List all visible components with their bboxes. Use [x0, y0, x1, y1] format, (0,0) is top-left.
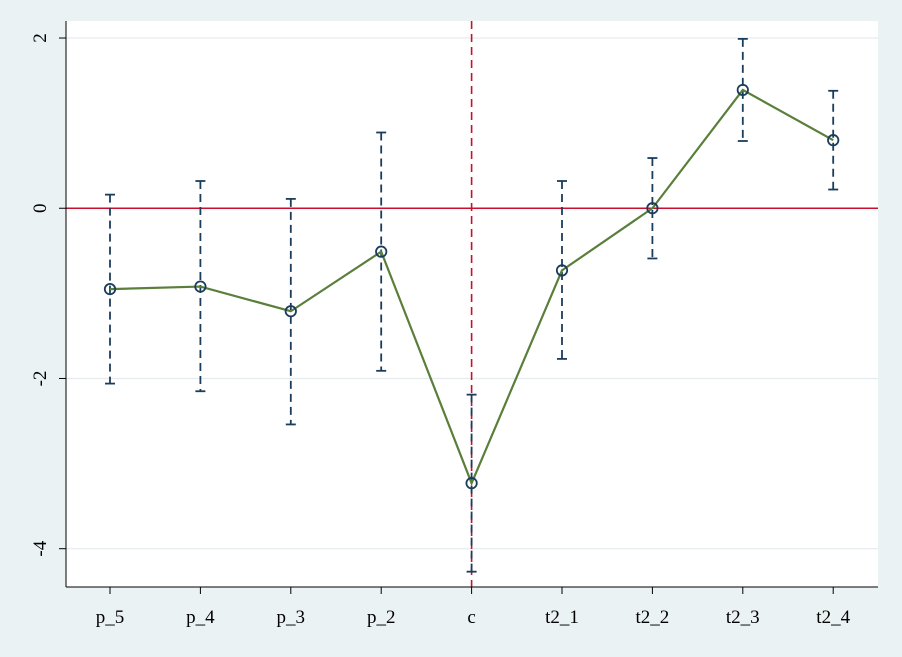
x-tick-label: p_2 [367, 607, 396, 628]
data-point-t2_1 [555, 264, 569, 277]
y-tick-label: 0 [30, 203, 51, 213]
x-tick-label: p_3 [277, 607, 306, 628]
x-tick-label: t2_1 [545, 607, 579, 628]
data-point-p_5 [103, 283, 117, 296]
x-tick-label: t2_4 [816, 607, 850, 628]
data-point-p_3 [284, 305, 297, 318]
x-tick-label: c [467, 607, 475, 628]
x-tick-label: t2_3 [726, 607, 760, 628]
data-points [103, 83, 840, 490]
x-tick-label: t2_2 [636, 607, 670, 628]
series-line-group [109, 88, 834, 487]
x-tick-label: p_4 [186, 607, 215, 628]
data-point-t2_3 [736, 83, 749, 97]
axes: -4 -2 0 2 p_5 p_4 p_3 p_2 c t2_1 t2_2 t2_3 t2_4 [30, 21, 878, 628]
data-point-p_4 [194, 280, 207, 293]
data-point-t2_4 [827, 134, 840, 147]
data-point-t2_2 [646, 202, 659, 215]
y-tick-label: 2 [30, 33, 51, 43]
y-tick-label: -4 [30, 540, 51, 556]
x-tick-label: p_5 [96, 607, 125, 628]
series-line [109, 88, 834, 487]
data-point-c [465, 477, 478, 490]
y-tick-label: -2 [30, 371, 51, 387]
data-point-p_2 [375, 245, 388, 258]
